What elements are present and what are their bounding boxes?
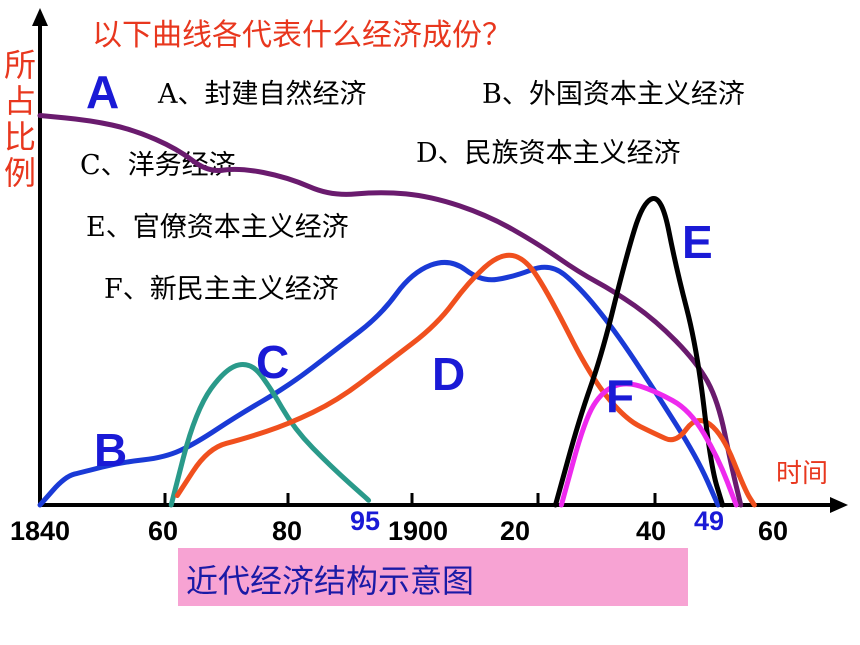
- x-tick-label: 1840: [10, 516, 70, 546]
- x-tick-label: 80: [272, 516, 302, 546]
- series-label-f: F: [606, 370, 634, 422]
- series-label-a: A: [86, 66, 119, 118]
- y-axis-label-char: 比: [4, 118, 36, 156]
- caption-box: [178, 548, 688, 606]
- series-line-c: [168, 362, 372, 508]
- chart-caption: 近代经济结构示意图: [186, 562, 475, 600]
- x-tick-label: 60: [758, 516, 788, 546]
- series-line-a: [37, 113, 744, 508]
- series-line-f: [558, 381, 739, 508]
- series-line-e: [553, 196, 726, 508]
- series-label-c: C: [256, 336, 289, 388]
- y-axis-label-char: 占: [4, 82, 36, 120]
- series-label-e: E: [682, 216, 713, 268]
- series-group: [37, 113, 757, 508]
- y-axis-label-char: 例: [4, 154, 36, 192]
- x-axis-label: 时间: [776, 459, 828, 489]
- x-tick-label: 20: [500, 516, 530, 546]
- y-axis-label-char: 所: [4, 46, 36, 84]
- series-label-b: B: [94, 424, 127, 476]
- legend-item-b: B、外国资本主义经济: [482, 79, 745, 110]
- legend-item-e: E、官僚资本主义经济: [86, 212, 349, 243]
- legend: A、封建自然经济 B、外国资本主义经济 C、洋务经济 D、民族资本主义经济 E、…: [80, 79, 745, 305]
- x-tick-label: 1900: [388, 516, 448, 546]
- x-tick-label: 95: [350, 506, 380, 536]
- series-labels: A B C D E F: [86, 66, 713, 476]
- x-tick-label: 60: [148, 516, 178, 546]
- chart-title: 以下曲线各代表什么经济成份？: [92, 18, 512, 53]
- legend-item-c: C、洋务经济: [80, 150, 236, 181]
- x-tick-label: 49: [694, 506, 724, 536]
- series-label-d: D: [432, 348, 465, 400]
- legend-item-d: D、民族资本主义经济: [416, 138, 681, 169]
- legend-item-f: F、新民主主义经济: [104, 274, 339, 305]
- x-axis-arrow: [830, 497, 848, 513]
- x-ticks: 1840 60 80 95 1900 20 40 49 60: [10, 493, 788, 546]
- series-line-b: [37, 259, 721, 508]
- x-tick-label: 40: [636, 516, 666, 546]
- y-axis-arrow: [32, 8, 48, 26]
- legend-item-a: A、封建自然经济: [157, 79, 367, 110]
